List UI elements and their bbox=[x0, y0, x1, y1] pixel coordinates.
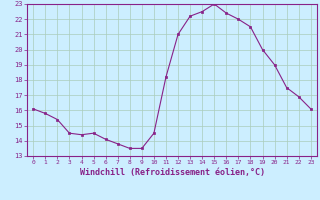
X-axis label: Windchill (Refroidissement éolien,°C): Windchill (Refroidissement éolien,°C) bbox=[79, 168, 265, 177]
